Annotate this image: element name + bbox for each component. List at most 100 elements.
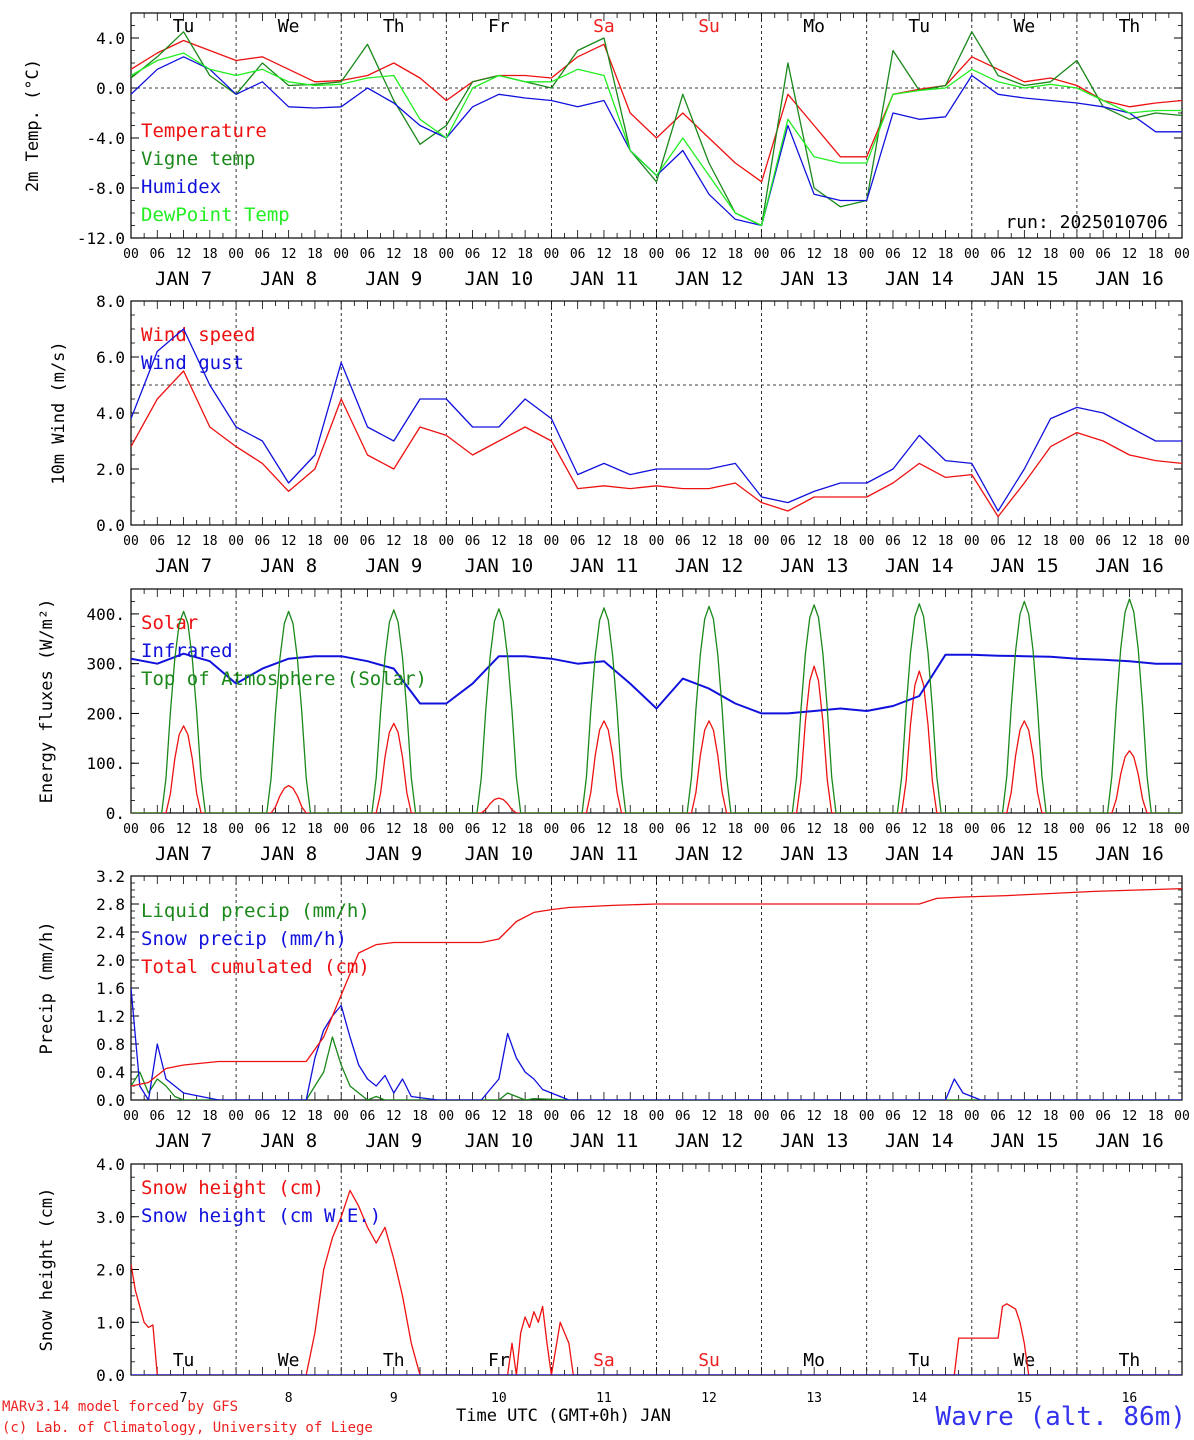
hour-label: 00 <box>649 822 665 837</box>
y-tick-label: 2.4 <box>96 923 125 942</box>
hour-label: 06 <box>1095 247 1111 262</box>
hour-label: 00 <box>859 247 875 262</box>
legend-entry: DewPoint Temp <box>141 204 290 226</box>
hour-label: 00 <box>1069 247 1085 262</box>
weekday-label: Tu <box>173 1350 195 1371</box>
weekday-label: We <box>278 1350 300 1371</box>
day-label: JAN 7 <box>155 555 212 577</box>
series-line-3 <box>131 887 1182 1087</box>
legend-entry: Snow height (cm W.E.) <box>141 1205 381 1227</box>
day-label: JAN 15 <box>990 843 1059 865</box>
hour-label: 00 <box>544 822 560 837</box>
hour-label: 00 <box>1174 822 1190 837</box>
hour-label: 18 <box>1043 534 1059 549</box>
hour-label: 00 <box>1174 247 1190 262</box>
hour-label: 00 <box>859 1109 875 1124</box>
hour-label: 12 <box>176 822 192 837</box>
hour-label: 00 <box>964 534 980 549</box>
hour-label: 12 <box>281 822 297 837</box>
hour-label: 12 <box>911 822 927 837</box>
hour-label: 06 <box>885 1109 901 1124</box>
hour-label: 00 <box>438 1109 454 1124</box>
legend-entry: Solar <box>141 612 198 634</box>
hour-label: 18 <box>833 822 849 837</box>
hour-label: 18 <box>202 534 218 549</box>
weekday-label: Su <box>698 16 720 37</box>
hour-label: 12 <box>911 247 927 262</box>
series-line-4 <box>131 52 1182 227</box>
hour-label: 06 <box>1095 822 1111 837</box>
hour-label: 12 <box>596 822 612 837</box>
hour-label: 00 <box>1069 534 1085 549</box>
hour-label: 18 <box>517 534 533 549</box>
weekday-label: Mo <box>803 16 825 37</box>
hour-label: 18 <box>727 247 743 262</box>
hour-label: 12 <box>1017 247 1033 262</box>
hour-label: 06 <box>255 822 271 837</box>
y-tick-label: -4.0 <box>86 129 125 148</box>
y-tick-label: 400. <box>86 605 125 624</box>
hour-label: 12 <box>176 1109 192 1124</box>
hour-label: 12 <box>386 247 402 262</box>
day-number-label: 15 <box>1017 1391 1033 1406</box>
day-label: JAN 16 <box>1095 1130 1164 1152</box>
hour-label: 18 <box>833 1109 849 1124</box>
hour-label: 12 <box>1017 1109 1033 1124</box>
hour-label: 06 <box>675 534 691 549</box>
day-label: JAN 10 <box>465 843 534 865</box>
hour-label: 06 <box>255 1109 271 1124</box>
y-tick-label: 2.0 <box>96 1261 125 1280</box>
hour-label: 18 <box>727 822 743 837</box>
y-axis-label: Snow height (cm) <box>37 1188 57 1352</box>
panel-4: 3.2 2.8 2.4 2.0 1.6 1.2 0.8 0.4 0.0 Precip (mm/h)… <box>37 867 1190 1152</box>
day-number-label: 16 <box>1122 1391 1138 1406</box>
hour-label: 06 <box>675 822 691 837</box>
day-label: JAN 14 <box>885 1130 954 1152</box>
hour-label: 00 <box>754 247 770 262</box>
day-label: JAN 13 <box>780 555 849 577</box>
day-number-label: 10 <box>491 1391 507 1406</box>
hour-label: 18 <box>622 1109 638 1124</box>
day-number-label: 8 <box>285 1391 293 1406</box>
plot-frame <box>130 588 1183 814</box>
day-label: JAN 11 <box>570 843 639 865</box>
hour-label: 06 <box>360 534 376 549</box>
hour-label: 06 <box>675 247 691 262</box>
hour-label: 06 <box>149 1109 165 1124</box>
panel-2: 8.0 6.0 4.0 2.0 0.0 10m Wind (m/s) 00 06 12 18 00 0… <box>49 292 1190 577</box>
hour-label: 12 <box>491 1109 507 1124</box>
weekday-label: Sa <box>593 1350 615 1371</box>
hour-label: 18 <box>307 1109 323 1124</box>
hour-label: 12 <box>386 534 402 549</box>
day-label: JAN 11 <box>570 1130 639 1152</box>
legend-entry: Wind speed <box>141 324 255 346</box>
hour-label: 18 <box>938 247 954 262</box>
hour-label: 12 <box>911 534 927 549</box>
legend-entry: Vigne temp <box>141 148 255 170</box>
hour-label: 12 <box>1017 822 1033 837</box>
hour-label: 12 <box>281 247 297 262</box>
series-line-3 <box>131 598 1182 813</box>
day-label: JAN 14 <box>885 555 954 577</box>
y-tick-label: 3.0 <box>96 1208 125 1227</box>
legend-entry: Liquid precip (mm/h) <box>141 900 370 922</box>
series-line-1 <box>131 39 1182 183</box>
y-tick-label: 1.2 <box>96 1007 125 1026</box>
hour-label: 06 <box>255 247 271 262</box>
hour-label: 12 <box>491 247 507 262</box>
day-number-label: 13 <box>806 1391 822 1406</box>
day-label: JAN 9 <box>365 843 422 865</box>
weekday-label: Fr <box>488 16 510 37</box>
hour-label: 00 <box>333 1109 349 1124</box>
hour-label: 00 <box>1069 822 1085 837</box>
y-axis-label: 2m Temp. (°C) <box>23 59 43 192</box>
day-label: JAN 13 <box>780 1130 849 1152</box>
hour-label: 06 <box>255 534 271 549</box>
hour-label: 06 <box>675 1109 691 1124</box>
hour-label: 12 <box>806 1109 822 1124</box>
y-tick-label: 4.0 <box>96 29 125 48</box>
hour-label: 06 <box>360 1109 376 1124</box>
hour-label: 00 <box>228 1109 244 1124</box>
hour-label: 00 <box>649 534 665 549</box>
series-line-1 <box>131 370 1182 518</box>
